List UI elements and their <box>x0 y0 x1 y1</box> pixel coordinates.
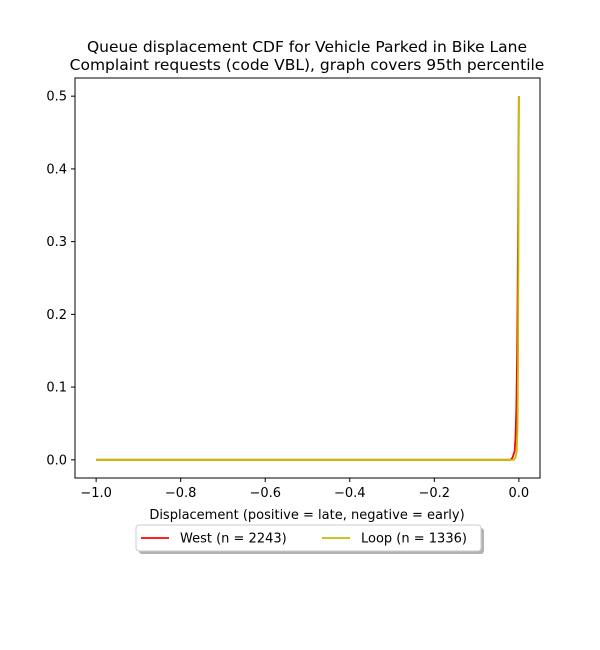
plot-area <box>96 96 520 461</box>
chart-title-line-1: Queue displacement CDF for Vehicle Parke… <box>87 38 527 56</box>
series-line-1 <box>96 96 520 461</box>
y-tick-label: 0.3 <box>46 235 67 250</box>
x-tick-label: 0.0 <box>509 486 530 501</box>
y-tick-label: 0.0 <box>46 453 67 468</box>
x-tick-label: −0.6 <box>249 486 281 501</box>
y-tick-label: 0.5 <box>46 90 67 105</box>
x-tick-label: −0.2 <box>419 486 451 501</box>
x-axis: −1.0 −0.8 −0.6 −0.4 −0.2 0.0 <box>80 478 529 501</box>
legend: West (n = 2243) Loop (n = 1336) <box>135 524 484 554</box>
y-tick-label: 0.2 <box>46 308 67 323</box>
x-axis-label: Displacement (positive = late, negative … <box>149 508 464 523</box>
plot-frame <box>74 77 541 479</box>
series-line-0 <box>96 96 520 461</box>
legend-box <box>135 524 482 552</box>
y-tick-label: 0.4 <box>46 162 67 177</box>
y-axis: 0.0 0.1 0.2 0.3 0.4 0.5 <box>46 90 75 468</box>
chart-title: Queue displacement CDF for Vehicle Parke… <box>70 38 545 74</box>
legend-label-0: West (n = 2243) <box>180 532 287 547</box>
x-tick-label: −0.8 <box>165 486 197 501</box>
chart-title-line-2: Complaint requests (code VBL), graph cov… <box>70 56 545 74</box>
x-tick-label: −0.4 <box>334 486 366 501</box>
legend-label-1: Loop (n = 1336) <box>361 532 467 547</box>
y-tick-label: 0.1 <box>46 381 67 396</box>
x-tick-label: −1.0 <box>80 486 112 501</box>
